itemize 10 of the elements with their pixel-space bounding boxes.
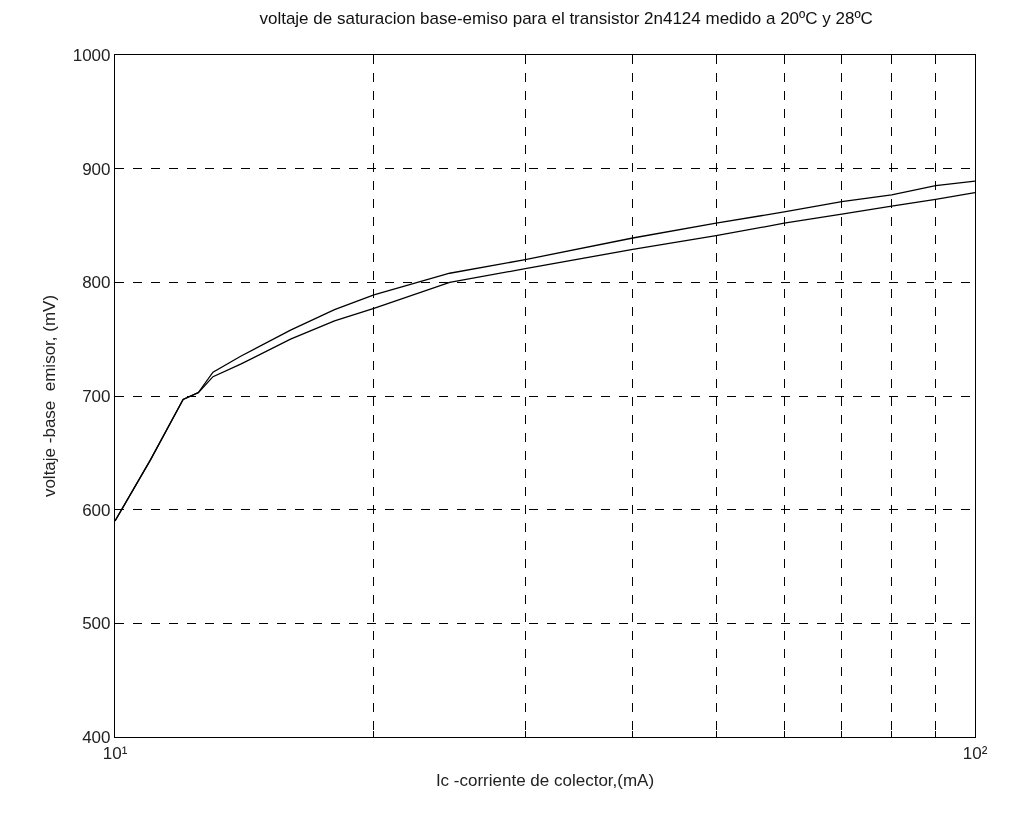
x-axis-title: Ic -corriente de colector,(mA)	[435, 770, 655, 790]
x-tick-label: 10²	[962, 743, 988, 763]
chart-title: voltaje de saturacion base-emiso para el transistor 2n4124 medido a 20ºC y 28ºC	[259, 9, 873, 29]
y-tick-label: 500	[82, 614, 111, 634]
y-tick-label: 600	[82, 500, 111, 520]
y-tick-label: 1000	[72, 45, 111, 65]
y-axis-title: voltaje -base emisor, (mV)	[40, 294, 60, 498]
y-tick-label: 700	[82, 386, 111, 406]
y-tick-label: 800	[82, 273, 111, 293]
y-tick-label: 900	[82, 159, 111, 179]
